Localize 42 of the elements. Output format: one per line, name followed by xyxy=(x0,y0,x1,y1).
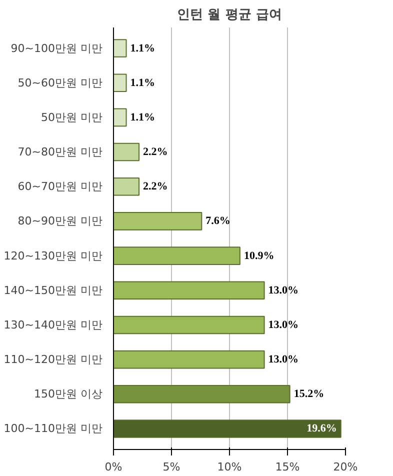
chart-title: 인턴 월 평균 급여 xyxy=(177,8,282,22)
bar xyxy=(114,385,290,404)
y-tick-label: 130~140만원 미만 xyxy=(4,318,103,332)
data-label: 1.1% xyxy=(130,42,156,54)
bar xyxy=(114,246,240,265)
bar xyxy=(114,350,265,369)
data-label: 1.1% xyxy=(130,76,156,89)
bar xyxy=(114,74,127,92)
data-label: 13.0% xyxy=(268,354,299,366)
y-tick-label: 140~150만원 미만 xyxy=(4,284,103,297)
data-label: 1.1% xyxy=(130,111,156,124)
y-tick-label: 70~80만원 미만 xyxy=(18,146,103,159)
x-tick-label: 0% xyxy=(104,460,122,474)
y-tick-label: 60~70만원 미만 xyxy=(18,180,103,194)
x-tick-label: 5% xyxy=(162,460,180,474)
y-tick-label: 90~100만원 미만 xyxy=(10,42,103,55)
data-label: 13.0% xyxy=(268,318,299,331)
bar xyxy=(114,420,342,438)
data-label: 15.2% xyxy=(294,388,324,400)
y-tick-label: 50만원 미만 xyxy=(41,110,103,124)
data-label: 2.2% xyxy=(143,180,168,193)
x-tick-label: 15% xyxy=(275,460,300,474)
y-tick-label: 50~60만원 미만 xyxy=(18,76,103,90)
data-label: 2.2% xyxy=(143,146,168,158)
bar xyxy=(114,39,127,58)
data-label: 19.6% xyxy=(306,422,337,435)
bar xyxy=(114,316,265,334)
bar xyxy=(114,142,140,162)
y-tick-label: 100~110만원 미만 xyxy=(4,422,103,436)
bar xyxy=(114,177,140,196)
y-tick-label: 80~90만원 미만 xyxy=(18,214,103,228)
bar xyxy=(114,281,265,300)
y-tick-label: 150만원 이상 xyxy=(34,388,103,401)
data-label: 10.9% xyxy=(244,250,274,262)
y-tick-label: 120~130만원 미만 xyxy=(4,249,103,262)
y-tick-label: 110~120만원 미만 xyxy=(4,353,103,366)
x-tick-label: 20% xyxy=(333,460,358,474)
data-label: 13.0% xyxy=(268,284,299,296)
bar xyxy=(114,108,127,127)
x-tick-label: 10% xyxy=(217,460,242,474)
bar xyxy=(114,212,202,230)
data-label: 7.6% xyxy=(206,215,230,228)
